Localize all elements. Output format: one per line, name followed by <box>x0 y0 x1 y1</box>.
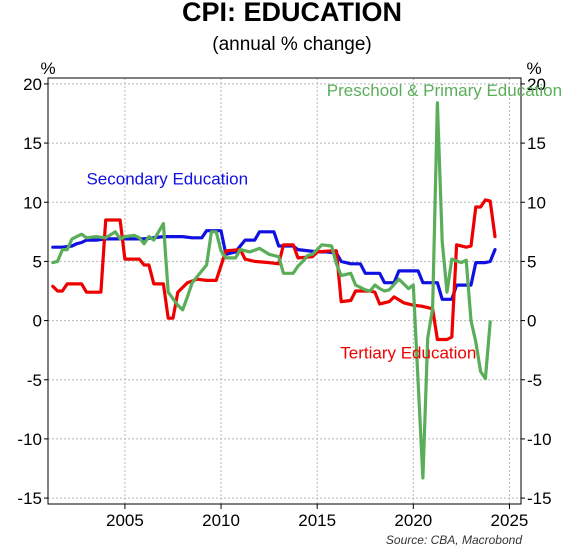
source-note: Source: CBA, Macrobond <box>386 533 522 547</box>
series-line-tertiary-education <box>51 198 497 342</box>
y-tick-label-right: 0 <box>527 312 536 331</box>
gridlines <box>48 78 521 504</box>
y-tick-label-left: -10 <box>17 430 42 449</box>
y-tick-label-right: -15 <box>527 489 552 508</box>
x-tick-label: 2005 <box>106 511 144 530</box>
series-lines <box>51 101 497 480</box>
series-labels: Secondary Education Preschool & Primary E… <box>86 81 562 363</box>
series-line-preschool-primary-education <box>51 101 492 480</box>
x-tick-label: 2025 <box>491 511 529 530</box>
y-tick-label-left: 5 <box>33 252 42 271</box>
y-tick-label-left: -15 <box>17 489 42 508</box>
y-tick-label-left: 15 <box>23 134 42 153</box>
y-tick-label-left: 10 <box>23 193 42 212</box>
series-line-secondary-education <box>51 229 497 301</box>
y-tick-label-right: 15 <box>527 134 546 153</box>
y-tick-label-left: 20 <box>23 75 42 94</box>
y-tick-label-left: 0 <box>33 312 42 331</box>
chart-subtitle: (annual % change) <box>212 34 372 55</box>
x-tick-label: 2020 <box>394 511 432 530</box>
y-axis-unit-left: % <box>40 59 55 78</box>
y-tick-label-left: -5 <box>27 371 42 390</box>
plot-frame <box>47 77 522 505</box>
chart-title: CPI: EDUCATION <box>182 0 402 27</box>
y-axis-unit-right: % <box>526 59 541 78</box>
series-label: Tertiary Education <box>340 343 476 362</box>
y-tick-label-right: 10 <box>527 193 546 212</box>
series-label: Preschool & Primary Education <box>327 81 562 100</box>
x-tick-label: 2010 <box>202 511 240 530</box>
y-tick-label-right: -10 <box>527 430 552 449</box>
x-tick-label: 2015 <box>298 511 336 530</box>
y-tick-label-right: -5 <box>527 371 542 390</box>
y-tick-label-right: 20 <box>527 75 546 94</box>
y-tick-label-right: 5 <box>527 252 536 271</box>
series-label: Secondary Education <box>86 170 248 189</box>
